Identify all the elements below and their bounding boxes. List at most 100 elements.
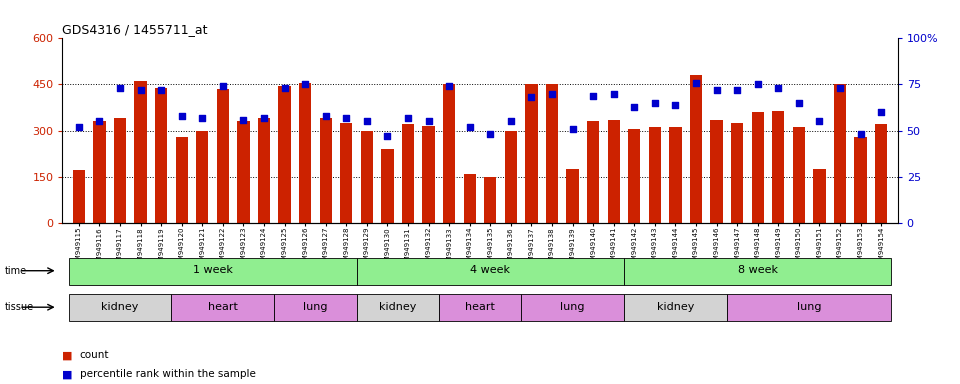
Bar <box>443 84 455 223</box>
Text: lung: lung <box>303 301 327 311</box>
Bar <box>484 177 496 223</box>
Bar <box>134 81 147 223</box>
Text: heart: heart <box>208 301 238 311</box>
Bar <box>752 112 764 223</box>
Point <box>174 113 189 119</box>
Point <box>708 87 724 93</box>
Bar <box>402 124 414 223</box>
Point <box>688 79 704 86</box>
Point <box>647 100 662 106</box>
FancyBboxPatch shape <box>727 294 892 321</box>
FancyBboxPatch shape <box>521 294 624 321</box>
FancyBboxPatch shape <box>624 294 727 321</box>
Point <box>668 102 684 108</box>
Text: heart: heart <box>465 301 495 311</box>
Bar <box>464 174 476 223</box>
Point <box>812 118 828 124</box>
Bar <box>237 121 250 223</box>
Bar <box>669 127 682 223</box>
Bar <box>73 170 85 223</box>
Point <box>276 85 292 91</box>
Point <box>339 114 354 121</box>
Point <box>832 85 848 91</box>
FancyBboxPatch shape <box>68 258 356 285</box>
Point <box>771 85 786 91</box>
Bar <box>546 84 558 223</box>
Point <box>359 118 374 124</box>
Text: kidney: kidney <box>657 301 694 311</box>
Bar <box>587 121 599 223</box>
Text: tissue: tissue <box>5 302 34 312</box>
Text: lung: lung <box>797 301 822 311</box>
Text: lung: lung <box>561 301 585 311</box>
Text: ■: ■ <box>62 350 73 360</box>
Text: kidney: kidney <box>102 301 138 311</box>
Bar <box>731 123 743 223</box>
Bar <box>93 121 106 223</box>
Point <box>483 131 498 137</box>
Bar <box>299 83 311 223</box>
Point <box>71 124 86 130</box>
Bar <box>361 131 373 223</box>
Bar <box>875 124 887 223</box>
Point <box>298 81 313 88</box>
Point <box>256 114 272 121</box>
Point <box>586 93 601 99</box>
Point <box>195 114 210 121</box>
Point <box>791 100 806 106</box>
Bar <box>176 137 188 223</box>
Bar <box>505 131 517 223</box>
Bar <box>566 169 579 223</box>
FancyBboxPatch shape <box>624 258 892 285</box>
Bar <box>217 89 229 223</box>
Bar <box>772 111 784 223</box>
Bar <box>196 131 208 223</box>
Bar <box>340 123 352 223</box>
Bar <box>854 137 867 223</box>
FancyBboxPatch shape <box>172 294 275 321</box>
Point <box>503 118 518 124</box>
Text: ■: ■ <box>62 369 73 379</box>
Text: GDS4316 / 1455711_at: GDS4316 / 1455711_at <box>62 23 208 36</box>
Bar <box>278 86 291 223</box>
Text: 1 week: 1 week <box>193 265 232 275</box>
Point <box>564 126 580 132</box>
Point <box>852 131 868 137</box>
Point <box>730 87 745 93</box>
FancyBboxPatch shape <box>68 294 172 321</box>
Bar <box>793 127 805 223</box>
Text: count: count <box>80 350 109 360</box>
Text: 8 week: 8 week <box>737 265 778 275</box>
Point <box>442 83 457 89</box>
Point <box>380 133 396 139</box>
Bar <box>834 84 846 223</box>
Point <box>420 118 436 124</box>
Point <box>92 118 108 124</box>
Bar <box>422 126 435 223</box>
Point <box>544 91 560 97</box>
Bar <box>649 127 661 223</box>
Text: time: time <box>5 266 27 276</box>
Text: kidney: kidney <box>379 301 417 311</box>
Bar <box>320 118 332 223</box>
Point <box>154 87 169 93</box>
Text: percentile rank within the sample: percentile rank within the sample <box>80 369 255 379</box>
Point <box>400 114 416 121</box>
Bar <box>690 75 702 223</box>
Point <box>524 94 540 101</box>
Point <box>750 81 765 88</box>
Point <box>318 113 333 119</box>
Point <box>112 85 128 91</box>
FancyBboxPatch shape <box>356 294 439 321</box>
Bar <box>525 84 538 223</box>
Point <box>132 87 148 93</box>
Bar <box>813 169 826 223</box>
FancyBboxPatch shape <box>439 294 521 321</box>
Bar <box>114 118 126 223</box>
Bar <box>155 88 167 223</box>
Point <box>627 104 642 110</box>
Text: 4 week: 4 week <box>470 265 511 275</box>
FancyBboxPatch shape <box>356 258 624 285</box>
Bar <box>628 129 640 223</box>
Bar <box>381 149 394 223</box>
